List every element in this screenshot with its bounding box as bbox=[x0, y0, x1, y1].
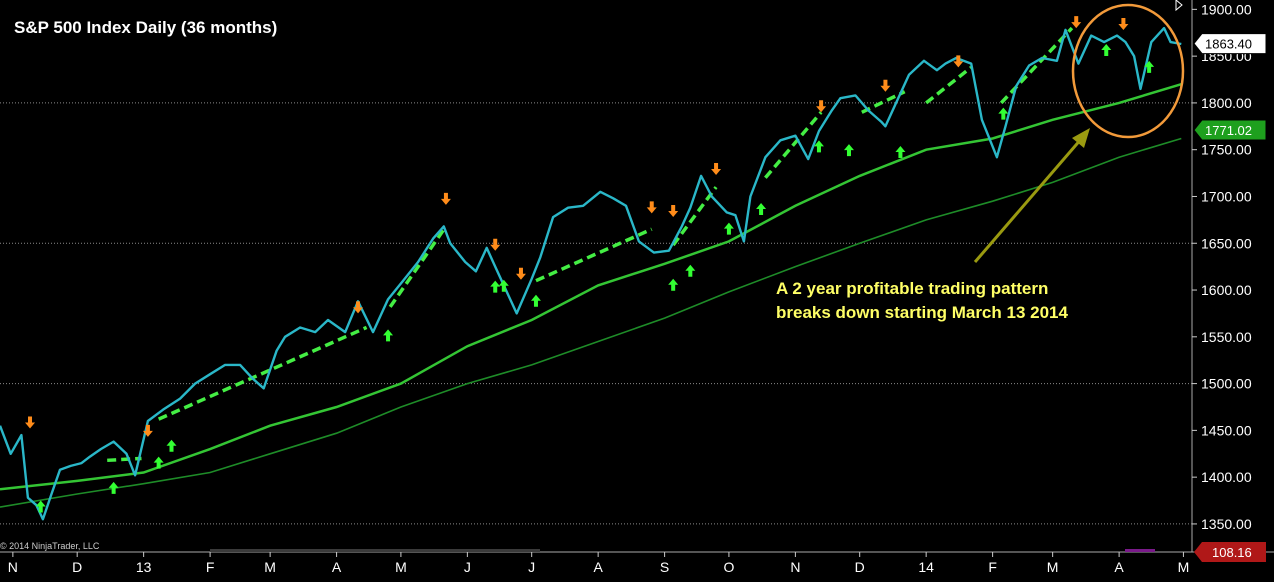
buy-arrow-icon bbox=[498, 279, 509, 292]
price-tag bbox=[1193, 33, 1267, 55]
trend-segment bbox=[107, 456, 142, 463]
buy-arrow-icon bbox=[1101, 43, 1112, 56]
sell-arrow-icon bbox=[490, 238, 501, 251]
y-tick-label: 1700.00 bbox=[1201, 188, 1252, 204]
series-line-ma-short bbox=[0, 83, 1182, 491]
sell-arrow-icon bbox=[711, 162, 722, 175]
trend-segment bbox=[764, 111, 823, 179]
x-tick-label: D bbox=[72, 559, 82, 575]
y-tick-label: 1750.00 bbox=[1201, 142, 1252, 158]
sell-arrow-icon bbox=[515, 267, 526, 280]
copyright-notice: © 2014 NinjaTrader, LLC bbox=[0, 541, 100, 551]
price-tag bbox=[1193, 119, 1267, 141]
buy-arrow-icon bbox=[1144, 60, 1155, 73]
x-tick-label: N bbox=[8, 559, 18, 575]
series-line-ma-long bbox=[0, 137, 1182, 508]
buy-arrow-icon bbox=[383, 329, 394, 342]
y-tick-label: 1400.00 bbox=[1201, 469, 1252, 485]
annotation-line-2: breaks down starting March 13 2014 bbox=[776, 303, 1068, 322]
sell-arrow-icon bbox=[25, 416, 36, 429]
x-tick-label: M bbox=[264, 559, 276, 575]
buy-arrow-icon bbox=[490, 280, 501, 293]
x-tick-label: S bbox=[660, 559, 669, 575]
trend-segment bbox=[157, 325, 368, 421]
trend-segment bbox=[535, 227, 653, 283]
x-tick-label: D bbox=[855, 559, 865, 575]
signal-arrows bbox=[25, 16, 1155, 513]
price-tag-label: 1863.40 bbox=[1205, 37, 1252, 52]
lower-indicator-tag bbox=[1194, 542, 1266, 562]
price-line-layer bbox=[0, 26, 1182, 521]
sell-arrow-icon bbox=[668, 205, 679, 218]
y-tick-label: 1600.00 bbox=[1201, 282, 1252, 298]
x-tick-label: M bbox=[395, 559, 407, 575]
trend-lines bbox=[107, 26, 1074, 463]
sell-arrow-icon bbox=[353, 301, 364, 314]
gridlines bbox=[0, 102, 1192, 525]
series-line-price bbox=[0, 26, 1182, 521]
trend-segment bbox=[925, 65, 973, 105]
volume-strip bbox=[210, 549, 540, 552]
annotation-line-1: A 2 year profitable trading pattern bbox=[776, 279, 1048, 298]
annotation-arrow bbox=[973, 137, 1084, 263]
x-tick-label: 13 bbox=[136, 559, 152, 575]
trend-segment bbox=[671, 186, 718, 247]
sell-arrow-icon bbox=[1071, 16, 1082, 29]
buy-arrow-icon bbox=[530, 294, 541, 307]
sell-arrow-icon bbox=[440, 192, 451, 205]
sell-arrow-icon bbox=[1118, 17, 1129, 30]
buy-arrow-icon bbox=[153, 456, 164, 469]
x-tick-label: 14 bbox=[918, 559, 934, 575]
moving-averages bbox=[0, 83, 1182, 508]
buy-arrow-icon bbox=[843, 144, 854, 157]
y-tick-label: 1900.00 bbox=[1201, 1, 1252, 17]
buy-arrow-icon bbox=[998, 107, 1009, 120]
trend-segment bbox=[999, 26, 1074, 105]
trend-segment bbox=[861, 90, 906, 114]
y-tick-label: 1800.00 bbox=[1201, 95, 1252, 111]
sell-arrow-icon bbox=[816, 100, 827, 113]
y-tick-label: 1350.00 bbox=[1201, 516, 1252, 532]
x-axis: N D 13 F M A M J J A S O N D 14 F M A M bbox=[8, 552, 1189, 575]
scroll-arrow-icon[interactable] bbox=[1175, 0, 1183, 12]
sell-arrow-icon bbox=[142, 424, 153, 437]
buy-arrow-icon bbox=[723, 222, 734, 235]
buy-arrow-icon bbox=[685, 264, 696, 277]
buy-arrow-icon bbox=[108, 481, 119, 494]
price-tag-label: 1771.02 bbox=[1205, 123, 1252, 138]
price-tags: 1863.40 1771.02 108.16 bbox=[1193, 33, 1267, 562]
trend-segment bbox=[388, 225, 448, 308]
buy-arrow-icon bbox=[813, 140, 824, 153]
buy-arrow-icon bbox=[668, 278, 679, 291]
buy-arrow-icon bbox=[756, 203, 767, 216]
buy-arrow-icon bbox=[35, 500, 46, 513]
x-tick-label: A bbox=[593, 559, 603, 575]
y-tick-label: 1650.00 bbox=[1201, 235, 1252, 251]
sell-arrow-icon bbox=[880, 79, 891, 92]
buy-arrow-icon bbox=[895, 145, 906, 158]
volume-strip-end bbox=[1125, 549, 1155, 552]
lower-indicator-label: 108.16 bbox=[1212, 545, 1252, 560]
sell-arrow-icon bbox=[953, 55, 964, 68]
x-tick-label: A bbox=[332, 559, 342, 575]
x-tick-label: F bbox=[206, 559, 215, 575]
x-tick-label: A bbox=[1114, 559, 1124, 575]
y-tick-label: 1500.00 bbox=[1201, 376, 1252, 392]
sell-arrow-icon bbox=[646, 201, 657, 214]
x-tick-label: M bbox=[1047, 559, 1059, 575]
x-tick-label: O bbox=[723, 559, 734, 575]
x-tick-label: J bbox=[528, 559, 535, 575]
y-tick-label: 1550.00 bbox=[1201, 329, 1252, 345]
chart-title: S&P 500 Index Daily (36 months) bbox=[14, 18, 277, 37]
x-tick-label: N bbox=[790, 559, 800, 575]
annotation-arrow-head bbox=[1072, 128, 1090, 148]
buy-arrow-icon bbox=[166, 439, 177, 452]
x-tick-label: M bbox=[1178, 559, 1190, 575]
x-tick-label: F bbox=[988, 559, 997, 575]
highlight-circle bbox=[1071, 3, 1185, 139]
y-tick-label: 1450.00 bbox=[1201, 422, 1252, 438]
x-tick-label: J bbox=[464, 559, 471, 575]
